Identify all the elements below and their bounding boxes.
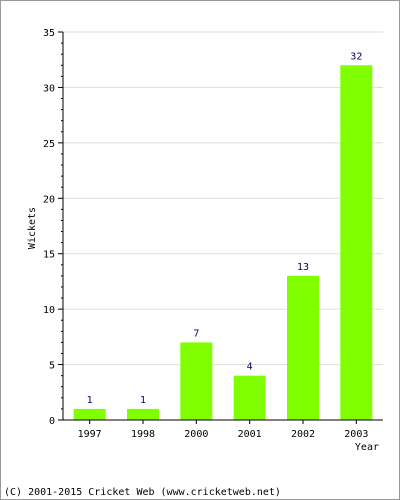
y-axis-label: Wickets	[27, 207, 38, 249]
bar-value-label: 4	[247, 362, 253, 373]
bar-value-label: 1	[87, 395, 93, 406]
y-tick-label: 5	[49, 361, 55, 372]
bar	[127, 408, 159, 420]
x-tick-label: 2001	[238, 429, 262, 440]
y-tick-label: 0	[49, 416, 55, 427]
x-tick-label: 1998	[131, 429, 155, 440]
bar-value-label: 7	[193, 328, 199, 339]
y-ticks: 0 5 10 15 20 25 30 35	[43, 28, 63, 427]
x-tick-label: 2002	[291, 429, 315, 440]
x-tick-label: 2003	[344, 429, 368, 440]
bar	[180, 342, 213, 420]
y-tick-label: 25	[43, 139, 55, 150]
y-tick-label: 20	[43, 194, 55, 205]
y-tick-label: 35	[43, 28, 55, 39]
y-tick-label: 30	[43, 83, 55, 94]
bar	[73, 408, 106, 420]
bar-value-label: 13	[297, 262, 309, 273]
x-axis-label: Year	[355, 442, 379, 453]
bar	[233, 375, 266, 420]
x-tick-label: 2000	[184, 429, 208, 440]
axes	[62, 32, 383, 421]
bar	[340, 65, 373, 420]
y-tick-label: 15	[43, 250, 55, 261]
data-labels: 1 1 7 4 13 32	[87, 51, 363, 406]
x-ticks: 1997 1998 2000 2001 2002 2003	[78, 420, 368, 440]
bar-value-label: 32	[350, 51, 362, 62]
bar-value-label: 1	[140, 395, 146, 406]
grid-lines	[63, 31, 383, 366]
bars	[73, 65, 373, 420]
x-tick-label: 1997	[78, 429, 102, 440]
copyright-footer: (C) 2001-2015 Cricket Web (www.cricketwe…	[4, 487, 281, 498]
bar	[287, 275, 319, 420]
y-tick-label: 10	[43, 305, 55, 316]
